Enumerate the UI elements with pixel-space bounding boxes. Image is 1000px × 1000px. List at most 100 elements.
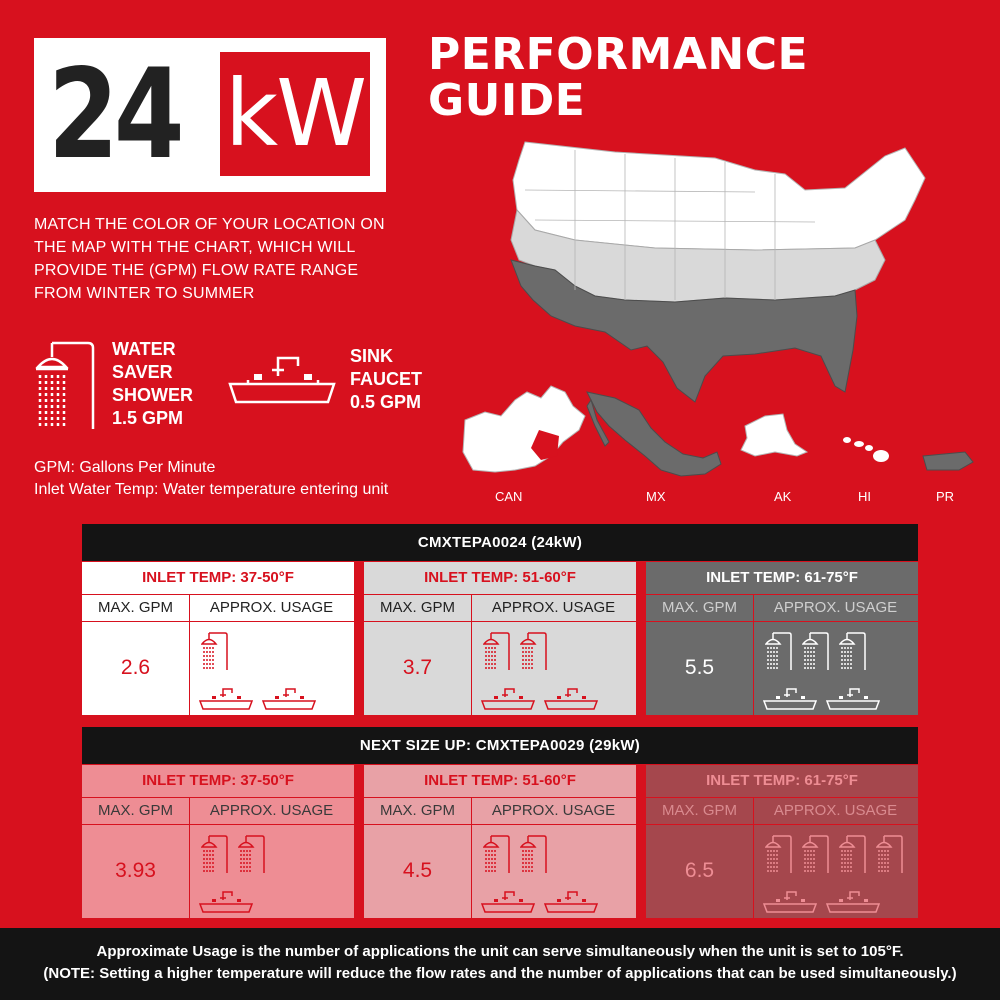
temp-column: INLET TEMP: 37-50°F MAX. GPM APPROX. USAGE… [82,765,354,918]
max-gpm-value: 4.5 [402,859,433,882]
divider [82,824,354,825]
usage-icons [753,824,918,918]
sink-faucet-icon [543,890,599,919]
shower-icon [801,629,830,676]
approx-usage-header: APPROX. USAGE [773,599,898,616]
shower-icon [519,832,548,879]
sink-label-line: SINK [350,346,394,366]
divider [646,824,918,825]
shower-icon [764,629,793,676]
shower-icon [35,341,95,429]
shower-icon [482,629,511,676]
intro-line: MATCH THE COLOR OF YOUR LOCATION ON [34,216,385,233]
shower-icon [838,629,867,676]
sink-faucet-icon [762,890,818,919]
max-gpm-header: MAX. GPM [97,599,173,616]
temp-column: INLET TEMP: 51-60°F MAX. GPM APPROX. USAGE… [364,562,636,715]
max-gpm-header: MAX. GPM [97,802,173,819]
approx-usage-header: APPROX. USAGE [491,599,616,616]
sink-faucet-icon [198,890,254,919]
shower-icon [200,629,229,676]
sink-faucet-icon [198,687,254,716]
inlet-temp-heading: INLET TEMP: 61-75°F [706,772,858,789]
intro-text: MATCH THE COLOR OF YOUR LOCATION ON THE … [34,213,414,305]
shower-icon [519,629,548,676]
divider [364,797,636,798]
sink-faucet-icon [228,356,336,404]
map-label-pr: PR [936,489,955,504]
map-label-ak: AK [774,489,792,504]
sink-faucet-icon [762,687,818,716]
max-gpm-value: 6.5 [684,859,715,882]
divider [364,594,636,595]
badge-unit: kW [220,52,370,176]
map-label-mx: MX [646,489,666,504]
shower-label: WATER SAVER SHOWER 1.5 GPM [112,338,193,430]
title-line-1: PERFORMANCE [428,29,809,80]
shower-icon [838,832,867,879]
max-gpm-header: MAX. GPM [379,599,455,616]
divider [753,594,754,715]
approx-usage-header: APPROX. USAGE [209,599,334,616]
divider [471,797,472,918]
inlet-temp-heading: INLET TEMP: 37-50°F [142,569,294,586]
title-line-2: GUIDE [428,75,586,126]
puerto-rico-shape [922,451,974,471]
shower-icon [764,832,793,879]
divider [753,797,754,918]
approx-usage-header: APPROX. USAGE [773,802,898,819]
shower-icon [200,832,229,879]
mexico-shape [586,391,722,477]
sink-faucet-icon [825,687,881,716]
max-gpm-value: 2.6 [120,656,151,679]
legend-inlet: Inlet Water Temp: Water temperature ente… [34,481,389,498]
canada-shape [462,385,586,473]
inlet-temp-heading: INLET TEMP: 37-50°F [142,772,294,789]
sink-faucet-icon [480,687,536,716]
sink-label-line: FAUCET [350,369,422,389]
approx-usage-header: APPROX. USAGE [491,802,616,819]
sink-faucet-icon [543,687,599,716]
legend-gpm: GPM: Gallons Per Minute [34,459,216,476]
max-gpm-value: 5.5 [684,656,715,679]
shower-gpm: 1.5 GPM [112,408,184,428]
max-gpm-value: 3.7 [402,656,433,679]
divider [82,594,354,595]
alaska-shape [740,413,809,457]
max-gpm-header: MAX. GPM [661,599,737,616]
intro-line: FROM WINTER TO SUMMER [34,285,255,302]
approx-usage-header: APPROX. USAGE [209,802,334,819]
zone-map [462,141,974,477]
intro-line: THE MAP WITH THE CHART, WHICH WILL [34,239,356,256]
hawaii-shape [843,437,889,462]
sink-gpm: 0.5 GPM [350,392,422,412]
shower-label-line: SHOWER [112,385,193,405]
divider [364,824,636,825]
usage-icons [189,621,354,715]
divider [646,594,918,595]
map-label-hi: HI [858,489,871,504]
divider [189,797,190,918]
shower-label-line: WATER [112,339,176,359]
shower-icon [875,832,904,879]
table-title: CMXTEPA0024 (24kW) [82,524,918,561]
max-gpm-value: 3.93 [115,859,156,882]
map-label-can: CAN [495,489,523,504]
shower-icon [237,832,266,879]
shower-icon [801,832,830,879]
usage-icons [753,621,918,715]
sink-faucet-icon [480,890,536,919]
sink-faucet-icon [825,890,881,919]
usage-icons [471,621,636,715]
kw-badge: 24 kW [34,38,386,192]
sink-faucet-icon [261,687,317,716]
usage-icons [189,824,354,918]
divider [364,621,636,622]
temp-column: INLET TEMP: 51-60°F MAX. GPM APPROX. USAGE… [364,765,636,918]
divider [82,797,354,798]
legend: GPM: Gallons Per Minute Inlet Water Temp… [34,457,388,501]
usage-icons [471,824,636,918]
page-title: PERFORMANCE GUIDE [428,32,808,124]
max-gpm-header: MAX. GPM [661,802,737,819]
inlet-temp-heading: INLET TEMP: 61-75°F [706,569,858,586]
